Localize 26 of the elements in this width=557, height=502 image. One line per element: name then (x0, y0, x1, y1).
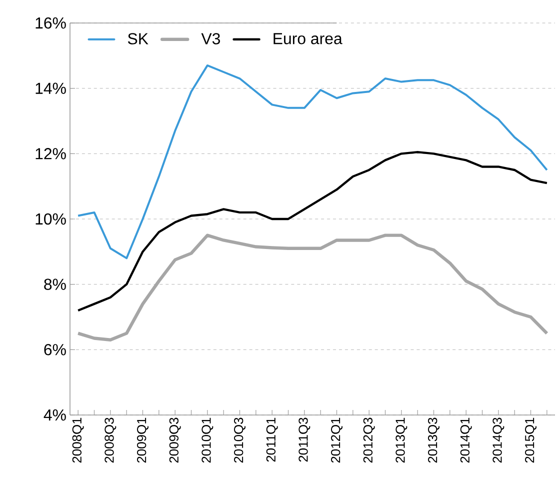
x-tick-label: 2012Q3 (363, 418, 375, 463)
y-tick-label: 10% (36, 213, 66, 225)
legend-label: V3 (201, 33, 220, 44)
x-tick-label: 2013Q1 (396, 418, 408, 463)
x-tick-label: 2010Q3 (234, 418, 246, 463)
legend-label: Euro area (274, 33, 342, 44)
line-series (77, 64, 548, 260)
x-tick-label: 2013Q3 (428, 418, 440, 463)
x-tick-label: 2011Q1 (266, 418, 278, 462)
x-tick-label: 2011Q3 (298, 418, 310, 462)
x-tick-label: 2010Q1 (202, 418, 214, 463)
y-tick-label: 16% (36, 17, 66, 29)
legend-label: SK (128, 33, 148, 44)
x-tick-label: 2008Q1 (72, 418, 84, 463)
y-tick-label: 12% (36, 148, 66, 160)
x-tick-label: 2014Q1 (460, 418, 472, 463)
y-tick-label: 14% (36, 82, 66, 94)
x-tick-label: 2008Q3 (104, 418, 116, 463)
x-tick-label: 2015Q1 (525, 418, 537, 463)
x-tick-label: 2009Q1 (137, 418, 148, 463)
y-tick-label: 4% (44, 409, 66, 421)
y-tick-label: 6% (44, 344, 66, 356)
y-tick-label: 8% (44, 278, 66, 290)
x-tick-label: 2014Q3 (492, 418, 504, 463)
x-tick-label: 2009Q3 (169, 418, 181, 463)
x-tick-label: 2012Q1 (331, 418, 343, 463)
